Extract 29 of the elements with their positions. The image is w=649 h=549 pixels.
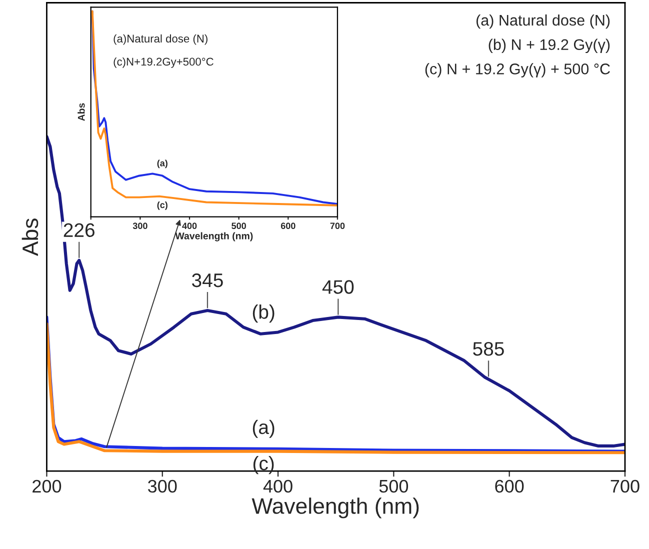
x-tick-label: 700 <box>330 222 345 230</box>
x-tick-label: 600 <box>280 222 296 230</box>
series-label: (a) <box>252 420 274 438</box>
y-axis-title: Abs <box>78 103 85 121</box>
x-tick-label: 300 <box>132 222 148 230</box>
x-tick-label: 700 <box>610 480 640 493</box>
x-tick-label: 400 <box>263 480 292 493</box>
x-tick-label: 400 <box>182 222 197 230</box>
text: (a) Natural dose (N) <box>476 14 610 29</box>
x-axis-title: Wavelength (nm) <box>252 498 419 518</box>
text: (b) N + 19.2 Gy(γ) <box>488 38 610 54</box>
x-tick-label: 500 <box>379 480 408 493</box>
annotation: 226 <box>64 223 94 238</box>
annotation: (c)N+19.2Gy+500°C <box>114 57 214 68</box>
annotation: 450 <box>322 280 354 294</box>
x-axis-title: Wavelength (nm) <box>175 232 253 242</box>
text: (c) N + 19.2 Gy(γ) + 500 °C <box>425 63 610 78</box>
annotation: 585 <box>473 342 504 356</box>
y-axis-title: Abs <box>22 218 38 256</box>
series-label: (a) <box>157 160 168 168</box>
x-tick-label: 200 <box>32 480 62 493</box>
annotation: 345 <box>192 273 223 288</box>
x-tick-label: 300 <box>148 480 177 493</box>
series-label: (c) <box>157 201 168 210</box>
x-tick-label: 500 <box>232 222 246 230</box>
series-label: (b) <box>252 304 274 323</box>
annotation: (a)Natural dose (N) <box>114 34 208 45</box>
x-tick-label: 600 <box>495 480 524 493</box>
series-label: (c) <box>253 456 274 474</box>
